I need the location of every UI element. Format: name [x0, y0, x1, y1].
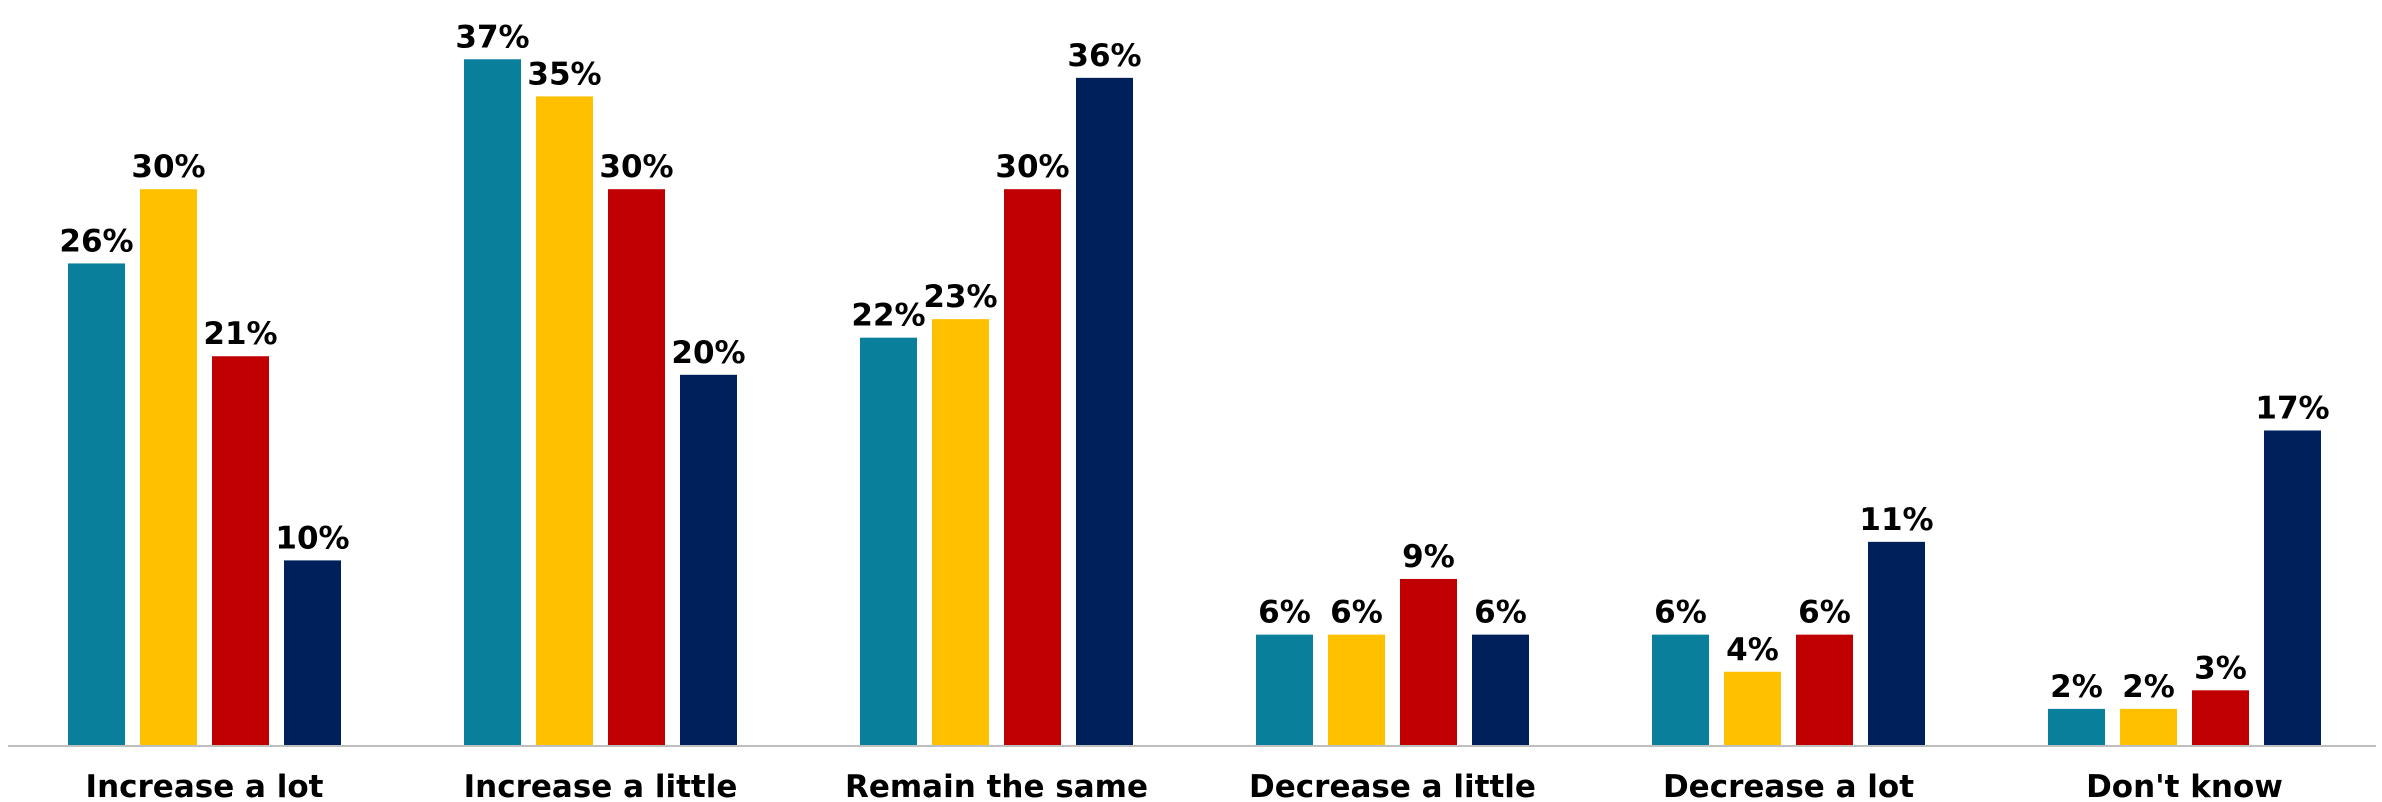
bar-0-2 — [212, 356, 269, 746]
category-label-0: Increase a lot — [86, 769, 324, 802]
bar-4-1 — [1724, 671, 1781, 746]
category-label-1: Increase a little — [464, 769, 738, 802]
data-label-3-2: 9% — [1402, 539, 1455, 575]
data-label-4-0: 6% — [1654, 595, 1707, 631]
data-label-4-1: 4% — [1726, 632, 1779, 668]
data-label-3-3: 6% — [1474, 595, 1527, 631]
category-label-2: Remain the same — [845, 769, 1148, 802]
data-label-1-0: 37% — [455, 19, 529, 55]
bar-4-3 — [1868, 541, 1925, 746]
bar-0-1 — [140, 189, 197, 746]
data-label-2-2: 30% — [995, 149, 1069, 185]
data-labels-layer: 26% 30% 21% 10% 37%35% 30% 20% 22%23% 30% 36% 6% 6%… — [59, 19, 2329, 705]
bars-layer — [68, 59, 2321, 747]
bar-0-0 — [68, 263, 125, 746]
data-label-1-1: 35% — [527, 56, 601, 92]
bar-3-1 — [1328, 634, 1385, 746]
bar-5-3 — [2264, 430, 2321, 746]
data-label-4-2: 6% — [1798, 595, 1851, 631]
bar-4-2 — [1796, 634, 1853, 746]
bar-5-2 — [2192, 690, 2249, 746]
data-label-1-3: 20% — [671, 335, 745, 371]
bar-4-0 — [1652, 634, 1709, 746]
bar-5-0 — [2048, 708, 2105, 746]
bar-0-3 — [284, 560, 341, 746]
data-label-5-1: 2% — [2122, 669, 2175, 705]
category-label-5: Don't know — [2086, 769, 2283, 802]
data-label-5-2: 3% — [2194, 650, 2247, 686]
data-label-3-0: 6% — [1258, 595, 1311, 631]
data-label-1-2: 30% — [599, 149, 673, 185]
category-label-3: Decrease a little — [1249, 769, 1536, 802]
category-label-4: Decrease a lot — [1663, 769, 1914, 802]
data-label-5-0: 2% — [2050, 669, 2103, 705]
bar-3-2 — [1400, 578, 1457, 746]
bar-1-1 — [536, 96, 593, 746]
bar-3-0 — [1256, 634, 1313, 746]
bar-1-0 — [464, 59, 521, 746]
data-label-2-1: 23% — [923, 279, 997, 315]
data-label-2-3: 36% — [1067, 38, 1141, 74]
bar-2-0 — [860, 337, 917, 746]
bar-2-3 — [1076, 77, 1133, 747]
bar-2-2 — [1004, 189, 1061, 746]
bar-2-1 — [932, 319, 989, 746]
bar-1-3 — [680, 374, 737, 746]
category-labels-layer: Increase a lot Increase a little Remain th… — [86, 769, 2283, 802]
bar-1-2 — [608, 189, 665, 746]
bar-3-3 — [1472, 634, 1529, 746]
bar-5-1 — [2120, 708, 2177, 746]
data-label-0-1: 30% — [131, 149, 205, 185]
data-label-5-3: 17% — [2255, 390, 2329, 426]
data-label-2-0: 22% — [851, 298, 925, 334]
data-label-0-3: 10% — [275, 520, 349, 556]
data-label-3-1: 6% — [1330, 595, 1383, 631]
data-label-0-0: 26% — [59, 223, 133, 259]
data-label-0-2: 21% — [203, 316, 277, 352]
data-label-4-3: 11% — [1859, 502, 1933, 538]
